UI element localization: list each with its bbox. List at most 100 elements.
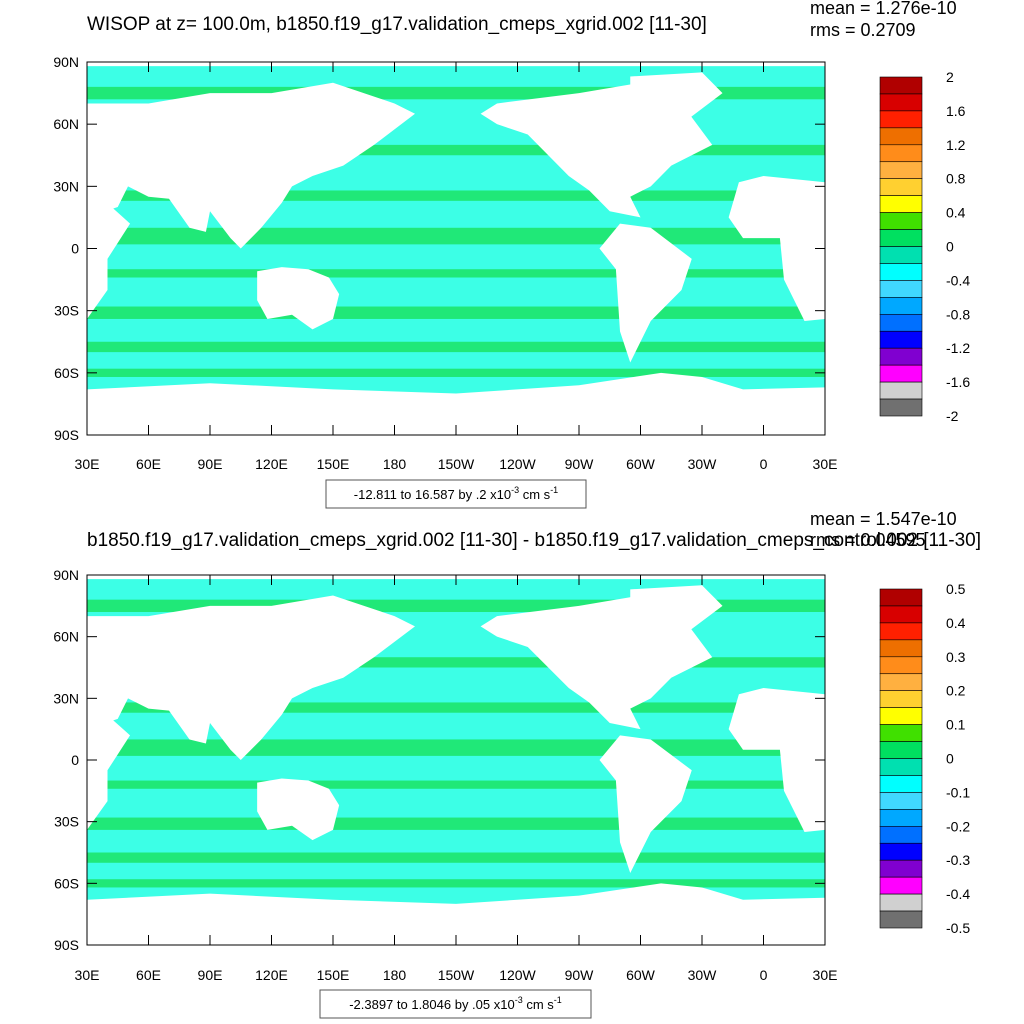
rms-label: rms = 0.04595 (810, 530, 926, 550)
lon-label: 120W (499, 967, 536, 983)
range-text: -12.811 to 16.587 by .2 x10-3 cm s-1 (354, 485, 558, 502)
colorbar-label: -0.5 (946, 920, 970, 936)
colorbar-label: 0.5 (946, 581, 966, 597)
colorbar-label: 1.2 (946, 137, 966, 153)
colorbar-box (879, 398, 923, 417)
colorbar-box (879, 842, 923, 861)
colorbar-box (879, 280, 923, 298)
map (87, 62, 825, 435)
panel: b1850.f19_g17.validation_cmeps_xgrid.002… (53, 509, 981, 1019)
colorbar-box (879, 127, 923, 146)
colorbar-box (879, 144, 923, 163)
lon-label: 30E (75, 967, 100, 983)
lon-label: 90E (198, 456, 223, 472)
colorbar-box (879, 809, 923, 827)
lat-label: 0 (71, 241, 79, 257)
range-part: cm s (519, 487, 551, 502)
colorbar-box (879, 313, 923, 332)
mean-label: mean = 1.547e-10 (810, 509, 957, 529)
lon-label: 60W (626, 456, 656, 472)
colorbar-label: -1.6 (946, 374, 970, 390)
range-part: cm s (523, 997, 555, 1012)
colorbar-label: 0.2 (946, 683, 966, 699)
range-box (325, 479, 587, 509)
colorbar-box (879, 673, 923, 692)
colorbar-box (879, 724, 923, 742)
superscript: -3 (511, 485, 519, 495)
lon-label: 60E (136, 967, 161, 983)
lon-label: 0 (760, 456, 768, 472)
range-text: -2.3897 to 1.8046 by .05 x10-3 cm s-1 (349, 995, 562, 1012)
colorbar-box (879, 859, 923, 878)
colorbar-box (879, 741, 923, 759)
lat-label: 30S (54, 814, 79, 830)
colorbar-label: -0.4 (946, 886, 970, 902)
colorbar-label: 1.6 (946, 103, 966, 119)
map (87, 575, 825, 945)
lon-label: 90W (565, 967, 595, 983)
lon-label: 30E (75, 456, 100, 472)
colorbar-box (879, 893, 923, 912)
lon-label: 120E (255, 967, 288, 983)
lat-label: 30N (53, 178, 79, 194)
lat-label: 30N (53, 690, 79, 706)
lat-label: 60S (54, 875, 79, 891)
rms-label: rms = 0.2709 (810, 20, 916, 40)
mean-label: mean = 1.276e-10 (810, 0, 957, 18)
panel-title: b1850.f19_g17.validation_cmeps_xgrid.002… (87, 530, 981, 551)
colorbar-label: 0 (946, 751, 954, 767)
colorbar-box (879, 876, 923, 895)
lon-label: 180 (383, 456, 407, 472)
colorbar-label: -0.4 (946, 272, 970, 288)
colorbar-label: -1.2 (946, 340, 970, 356)
colorbar-label: -2 (946, 408, 959, 424)
colorbar-label: -0.3 (946, 852, 970, 868)
panel: WISOP at z= 100.0m, b1850.f19_g17.valida… (53, 0, 970, 509)
lon-label: 150W (438, 456, 475, 472)
colorbar-box (879, 178, 923, 196)
lon-label: 60W (626, 967, 656, 983)
colorbar-box (879, 110, 923, 129)
range-part: -2.3897 to 1.8046 by .05 x10 (349, 997, 515, 1012)
colorbar-box (879, 161, 923, 180)
colorbar-box (879, 330, 923, 349)
colorbar-label: 0.4 (946, 205, 966, 221)
colorbar-box (879, 347, 923, 366)
lat-label: 30S (54, 303, 79, 319)
range-part: -12.811 to 16.587 by .2 x10 (354, 487, 511, 502)
colorbar-box (879, 212, 923, 230)
superscript: -1 (550, 485, 558, 495)
colorbar-label: 0 (946, 239, 954, 255)
lon-label: 30W (688, 967, 718, 983)
colorbar-label: 2 (946, 69, 954, 85)
colorbar-box (879, 792, 923, 810)
colorbar-box (879, 364, 923, 383)
colorbar-label: 0.1 (946, 717, 966, 733)
lon-label: 150E (317, 456, 350, 472)
colorbar-box (879, 381, 923, 400)
colorbar-label: -0.1 (946, 784, 970, 800)
lon-label: 120E (255, 456, 288, 472)
colorbar-box (879, 775, 923, 793)
lon-label: 30W (688, 456, 718, 472)
lon-label: 0 (760, 967, 768, 983)
lat-label: 90S (54, 937, 79, 953)
colorbar-box (879, 656, 923, 675)
colorbar-box (879, 76, 923, 95)
colorbar-box (879, 229, 923, 247)
panel-title: WISOP at z= 100.0m, b1850.f19_g17.valida… (87, 14, 707, 35)
colorbar-label: 0.8 (946, 171, 966, 187)
lon-label: 60E (136, 456, 161, 472)
colorbar-box (879, 246, 923, 264)
lon-label: 90E (198, 967, 223, 983)
lat-label: 60N (53, 629, 79, 645)
colorbar-box (879, 605, 923, 624)
lon-label: 30E (813, 456, 838, 472)
lon-label: 150E (317, 967, 350, 983)
lat-label: 90N (53, 567, 79, 583)
colorbar-label: 0.3 (946, 649, 966, 665)
colorbar-label: -0.8 (946, 306, 970, 322)
lon-label: 120W (499, 456, 536, 472)
lon-label: 180 (383, 967, 407, 983)
